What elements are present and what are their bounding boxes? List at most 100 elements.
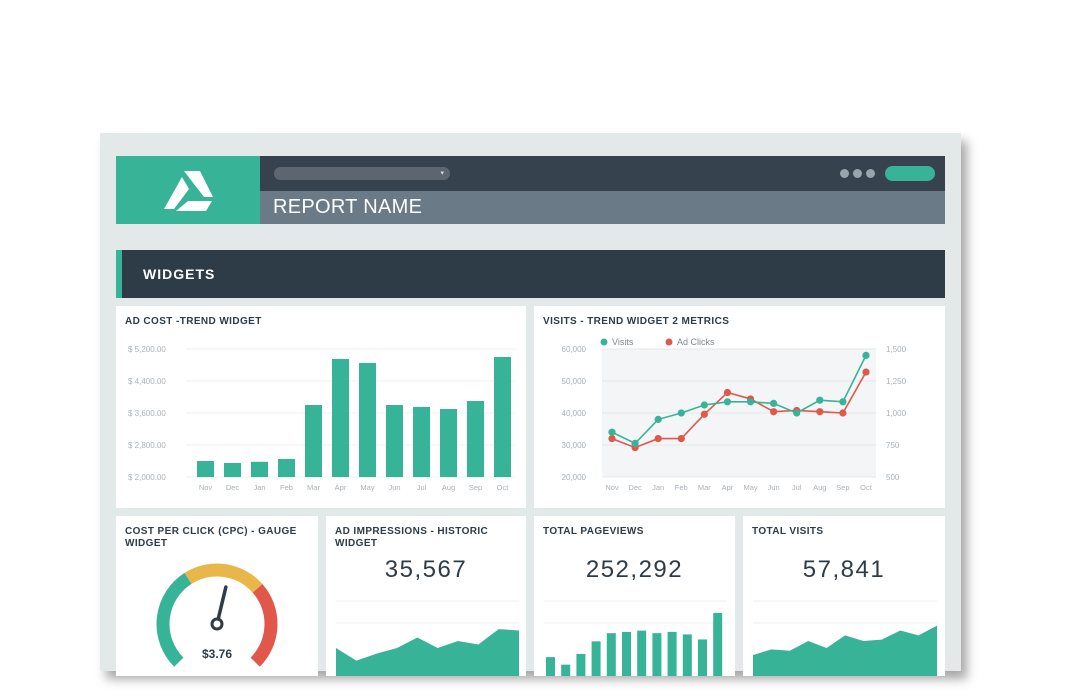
dashboard-frame: ▾ REPORT NAME WIDGETS AD COST -TREND WID… xyxy=(100,133,961,676)
bar xyxy=(682,634,692,676)
ad-clicks-point xyxy=(608,435,616,443)
visits-point xyxy=(816,396,824,404)
report-selector-dropdown[interactable]: ▾ xyxy=(274,167,450,180)
logo-icon xyxy=(164,171,213,211)
x-tick-label: Jul xyxy=(417,483,427,492)
visits-point xyxy=(700,401,708,409)
bar xyxy=(278,459,295,477)
visits-point xyxy=(746,398,755,406)
widget-title: AD IMPRESSIONS - HISTORIC WIDGET xyxy=(335,526,488,550)
x-tick-label: Oct xyxy=(860,483,873,492)
widget-title-line: WIDGET xyxy=(335,538,378,549)
pageviews-sparkbars xyxy=(544,600,727,676)
y-right-tick-label: 1,000 xyxy=(886,409,907,418)
y-tick-label: $ 2,000.00 xyxy=(128,473,166,482)
y-tick-label: $ 4,400.00 xyxy=(128,377,166,386)
y-right-tick-label: 1,250 xyxy=(886,377,907,386)
x-tick-label: Jun xyxy=(388,483,400,492)
ad-clicks-point xyxy=(654,435,662,443)
chevron-down-icon: ▾ xyxy=(440,170,444,177)
y-tick-label: $ 2,800.00 xyxy=(128,441,166,450)
ad-cost-widget[interactable]: AD COST -TREND WIDGET $ 5,200.00 $ 4,400.… xyxy=(116,306,526,508)
visits-trend-widget[interactable]: VISITS - TREND WIDGET 2 METRICS 60,000 1,… xyxy=(534,306,945,508)
x-tick-label: Mar xyxy=(307,483,320,492)
x-tick-label: Oct xyxy=(497,483,510,492)
dot xyxy=(840,169,849,178)
bar xyxy=(305,405,322,477)
bar xyxy=(386,405,403,477)
metric-value: 57,841 xyxy=(802,556,886,583)
x-tick-label: Mar xyxy=(698,483,711,492)
total-visits-widget[interactable]: TOTAL VISITS 57,841 xyxy=(743,516,945,676)
x-tick-label: Jul xyxy=(792,483,802,492)
visits-point xyxy=(793,409,801,417)
x-tick-label: Feb xyxy=(675,483,688,492)
gauge-pivot xyxy=(210,617,224,631)
section-header: WIDGETS xyxy=(116,250,945,298)
gauge-segment-low xyxy=(156,572,192,667)
ad-clicks-point xyxy=(862,368,870,376)
bar xyxy=(224,463,241,477)
dot xyxy=(853,169,862,178)
visits-point xyxy=(677,409,685,417)
section-title: WIDGETS xyxy=(143,266,216,282)
bar xyxy=(467,401,484,477)
y-left-tick-label: 30,000 xyxy=(562,441,587,450)
cpc-gauge-widget[interactable]: COST PER CLICK (CPC) - GAUGE WIDGET $3.7… xyxy=(116,516,318,676)
widget-title: AD COST -TREND WIDGET xyxy=(125,316,262,327)
bar xyxy=(494,357,511,477)
x-tick-label: Sep xyxy=(836,483,849,492)
area-fill xyxy=(336,629,519,676)
visits-point xyxy=(631,439,639,447)
gauge-chart: $3.76 xyxy=(156,563,278,667)
visits-point xyxy=(723,398,732,406)
widget-title-line: WIDGET xyxy=(125,538,168,549)
bar xyxy=(698,639,707,676)
visits-point xyxy=(770,399,778,407)
x-tick-label: Apr xyxy=(722,483,734,492)
visits-point xyxy=(608,428,616,436)
bar xyxy=(440,409,457,477)
bar xyxy=(359,363,376,477)
x-tick-label: Dec xyxy=(226,483,240,492)
bar xyxy=(413,407,430,477)
ad-clicks-point xyxy=(700,410,708,418)
legend-label-visits: Visits xyxy=(612,337,634,347)
total-pageviews-widget[interactable]: TOTAL PAGEVIEWS 252,292 xyxy=(534,516,735,676)
action-button[interactable] xyxy=(885,166,935,181)
visits-point xyxy=(839,398,847,406)
x-tick-label: Sep xyxy=(469,483,482,492)
ad-impressions-widget[interactable]: AD IMPRESSIONS - HISTORIC WIDGET 35,567 xyxy=(326,516,526,676)
bar xyxy=(197,461,214,477)
visits-sparkline xyxy=(753,600,937,676)
x-tick-label: Aug xyxy=(442,483,455,492)
more-options-icon[interactable] xyxy=(840,169,875,178)
x-tick-label: Dec xyxy=(628,483,642,492)
metric-value: 35,567 xyxy=(384,556,468,583)
ad-clicks-point xyxy=(839,409,847,417)
ad-clicks-point xyxy=(677,435,685,443)
gauge-segment-mid xyxy=(184,563,263,593)
x-tick-label: Jan xyxy=(652,483,664,492)
y-left-tick-label: 50,000 xyxy=(562,377,587,386)
x-tick-label: Jan xyxy=(253,483,265,492)
y-right-tick-label: 1,500 xyxy=(886,345,907,354)
bar xyxy=(713,613,723,676)
bar xyxy=(332,359,349,477)
x-tick-label: Aug xyxy=(813,483,826,492)
bar xyxy=(667,631,677,676)
logo[interactable] xyxy=(116,156,260,224)
x-tick-label: Feb xyxy=(280,483,293,492)
widget-title: TOTAL PAGEVIEWS xyxy=(543,526,644,537)
ad-clicks-point xyxy=(770,408,778,416)
widget-title: COST PER CLICK (CPC) - GAUGE WIDGET xyxy=(125,526,297,550)
bar xyxy=(622,631,631,676)
report-header: REPORT NAME xyxy=(260,191,945,224)
y-left-tick-label: 40,000 xyxy=(562,409,587,418)
bar xyxy=(591,641,601,676)
top-bar: ▾ xyxy=(260,156,945,191)
y-right-tick-label: 750 xyxy=(886,441,900,450)
visits-point xyxy=(654,415,662,423)
widget-title-line: COST PER CLICK (CPC) - GAUGE xyxy=(125,526,297,537)
dot xyxy=(866,169,875,178)
